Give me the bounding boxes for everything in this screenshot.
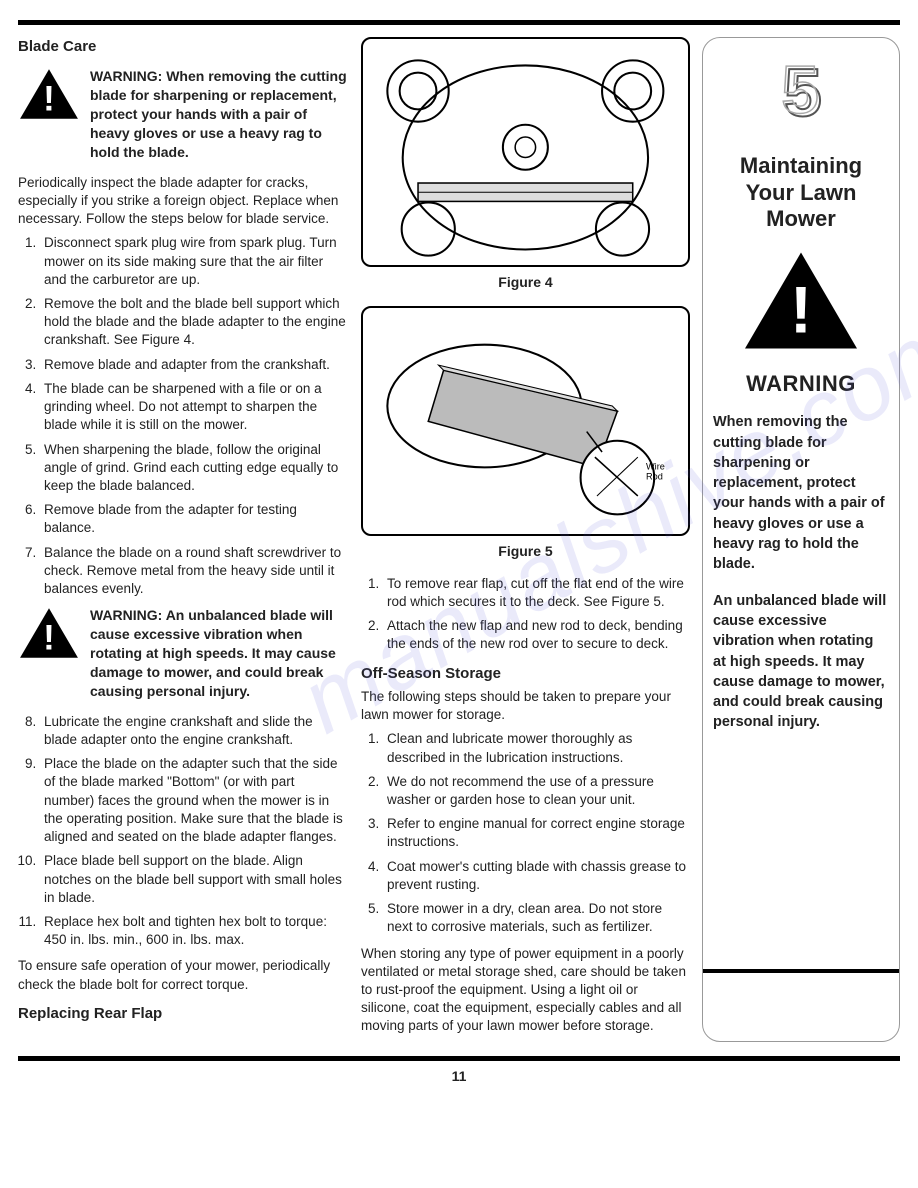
warning-2-text: WARNING: An unbalanced blade will cause …	[90, 606, 347, 700]
figure-5-illustration: Wire Rod	[371, 314, 680, 529]
warning-triangle-icon: !	[713, 248, 889, 358]
warning-block-1: ! WARNING: When removing the cutting bla…	[18, 67, 347, 161]
list-item: Store mower in a dry, clean area. Do not…	[383, 900, 690, 936]
bottom-rule	[18, 1056, 900, 1061]
main-columns: Blade Care ! WARNING: When removing the …	[18, 37, 690, 1042]
right-column: Figure 4 Wire Rod Figure 5 To remove rea…	[361, 37, 690, 1042]
figure-4-box	[361, 37, 690, 267]
rear-flap-heading: Replacing Rear Flap	[18, 1004, 347, 1024]
list-item: Replace hex bolt and tighten hex bolt to…	[40, 913, 347, 949]
blade-intro: Periodically inspect the blade adapter f…	[18, 174, 347, 229]
figure-4-caption: Figure 4	[361, 273, 690, 292]
storage-intro: The following steps should be taken to p…	[361, 688, 690, 724]
list-item: Balance the blade on a round shaft screw…	[40, 544, 347, 599]
left-column: Blade Care ! WARNING: When removing the …	[18, 37, 347, 1042]
blade-outro: To ensure safe operation of your mower, …	[18, 957, 347, 993]
sidebar-title: Maintaining Your Lawn Mower	[713, 153, 889, 232]
list-item: Place blade bell support on the blade. A…	[40, 852, 347, 907]
figure-5-caption: Figure 5	[361, 542, 690, 561]
page-number: 11	[18, 1067, 900, 1086]
list-item: Disconnect spark plug wire from spark pl…	[40, 234, 347, 289]
list-item: Remove the bolt and the blade bell suppo…	[40, 295, 347, 350]
storage-steps: Clean and lubricate mower thoroughly as …	[361, 730, 690, 936]
svg-text:!: !	[790, 273, 812, 347]
storage-heading: Off-Season Storage	[361, 664, 690, 684]
svg-text:!: !	[43, 619, 55, 658]
list-item: Remove blade and adapter from the cranks…	[40, 356, 347, 374]
figure-5-box: Wire Rod	[361, 306, 690, 536]
wire-label: Wire	[646, 461, 665, 471]
list-item: Lubricate the engine crankshaft and slid…	[40, 713, 347, 749]
warning-triangle-icon: !	[18, 606, 80, 665]
chapter-sidebar: 5 5 Maintaining Your Lawn Mower ! WARNIN…	[702, 37, 900, 1042]
sidebar-text-2: An unbalanced blade will cause excessive…	[713, 591, 889, 733]
list-item: To remove rear flap, cut off the flat en…	[383, 575, 690, 611]
sidebar-bottom-rule	[703, 969, 899, 973]
blade-steps-b: Lubricate the engine crankshaft and slid…	[18, 713, 347, 950]
svg-text:!: !	[43, 80, 55, 119]
warning-1-text: WARNING: When removing the cutting blade…	[90, 67, 347, 161]
blade-care-heading: Blade Care	[18, 37, 347, 57]
svg-text:5: 5	[781, 52, 819, 128]
figure-4-illustration	[371, 45, 680, 260]
warning-triangle-icon: !	[18, 67, 80, 126]
list-item: We do not recommend the use of a pressur…	[383, 773, 690, 809]
warning-block-2: ! WARNING: An unbalanced blade will caus…	[18, 606, 347, 700]
page-layout: Blade Care ! WARNING: When removing the …	[18, 37, 900, 1042]
sidebar-warning-label: WARNING	[713, 369, 889, 399]
storage-outro: When storing any type of power equipment…	[361, 945, 690, 1036]
sidebar-text-1: When removing the cutting blade for shar…	[713, 412, 889, 574]
blade-steps-a: Disconnect spark plug wire from spark pl…	[18, 234, 347, 598]
list-item: Attach the new flap and new rod to deck,…	[383, 617, 690, 653]
list-item: Refer to engine manual for correct engin…	[383, 815, 690, 851]
flap-steps: To remove rear flap, cut off the flat en…	[361, 575, 690, 654]
chapter-number-icon: 5 5	[713, 52, 889, 145]
sidebar-spacer	[713, 749, 889, 969]
list-item: The blade can be sharpened with a file o…	[40, 380, 347, 435]
list-item: Clean and lubricate mower thoroughly as …	[383, 730, 690, 766]
list-item: Coat mower's cutting blade with chassis …	[383, 858, 690, 894]
rod-label: Rod	[646, 471, 663, 481]
list-item: Place the blade on the adapter such that…	[40, 755, 347, 846]
list-item: When sharpening the blade, follow the or…	[40, 441, 347, 496]
list-item: Remove blade from the adapter for testin…	[40, 501, 347, 537]
top-rule	[18, 20, 900, 25]
